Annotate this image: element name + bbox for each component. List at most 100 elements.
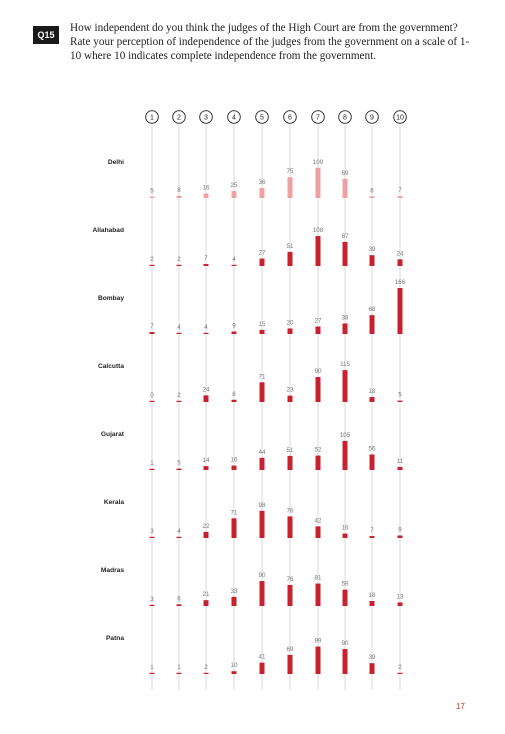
- data-bar: [176, 332, 182, 334]
- data-label: 4: [204, 324, 208, 331]
- data-bar: [369, 397, 375, 402]
- series-label: Kerala: [104, 499, 124, 506]
- data-label: 1: [150, 460, 154, 467]
- data-label: 8: [177, 187, 181, 194]
- data-label: 76: [287, 576, 294, 583]
- data-label: 1: [150, 664, 154, 671]
- data-bar: [203, 395, 209, 402]
- data-label: 6: [370, 187, 374, 194]
- data-label: 3: [150, 528, 154, 535]
- data-label: 25: [231, 182, 238, 189]
- scale-label: 5: [260, 115, 264, 122]
- data-bar: [149, 400, 155, 402]
- data-bar: [149, 264, 155, 266]
- data-bar: [203, 672, 209, 674]
- scale-circle: [227, 110, 241, 124]
- data-bar: [287, 455, 293, 470]
- data-bar: [231, 671, 237, 674]
- data-bar: [342, 178, 348, 198]
- scale-circle: [393, 110, 407, 124]
- data-label: 18: [369, 388, 376, 395]
- data-bar: [315, 167, 321, 198]
- data-label: 2: [204, 664, 208, 671]
- scale-label: 3: [204, 115, 208, 122]
- data-label: 52: [315, 447, 322, 454]
- data-bar: [287, 328, 293, 334]
- scale-circle: [199, 110, 213, 124]
- data-label: 7: [398, 187, 402, 194]
- data-label: 36: [259, 179, 266, 186]
- data-label: 6: [177, 595, 181, 602]
- data-bar: [287, 516, 293, 538]
- data-bar: [397, 672, 403, 674]
- data-bar: [287, 251, 293, 266]
- scale-circle: [338, 110, 352, 124]
- series-label: Calcutta: [98, 363, 124, 370]
- data-label: 8: [232, 391, 236, 398]
- series-label: Delhi: [108, 159, 124, 166]
- data-label: 16: [231, 457, 238, 464]
- data-bar: [176, 604, 182, 606]
- data-label: 9: [398, 527, 402, 534]
- data-label: 69: [287, 646, 294, 653]
- data-bar: [369, 255, 375, 266]
- data-bar: [397, 400, 403, 402]
- data-bar: [397, 288, 403, 334]
- data-label: 98: [259, 502, 266, 509]
- data-bar: [315, 646, 321, 674]
- data-bar: [369, 536, 375, 538]
- data-bar: [203, 531, 209, 538]
- data-label: 56: [369, 445, 376, 452]
- scale-label: 1: [150, 115, 154, 122]
- data-bar: [315, 526, 321, 538]
- data-bar: [149, 672, 155, 674]
- data-bar: [369, 196, 375, 198]
- data-label: 4: [177, 324, 181, 331]
- data-bar: [369, 454, 375, 470]
- data-bar: [315, 377, 321, 402]
- data-label: 90: [259, 572, 266, 579]
- data-bar: [287, 177, 293, 198]
- data-bar: [231, 518, 237, 538]
- scale-label: 8: [343, 115, 347, 122]
- data-bar: [259, 258, 265, 266]
- scale-circle: [365, 110, 379, 124]
- data-bar: [397, 535, 403, 538]
- data-bar: [369, 315, 375, 334]
- data-label: 20: [287, 319, 294, 326]
- data-bar: [287, 654, 293, 674]
- data-label: 41: [259, 654, 266, 661]
- data-label: 44: [259, 449, 266, 456]
- data-label: 51: [287, 243, 294, 250]
- data-label: 9: [232, 323, 236, 330]
- data-bar: [231, 465, 237, 470]
- data-label: 4: [232, 256, 236, 263]
- series-label: Gujarat: [101, 431, 125, 438]
- data-label: 18: [369, 592, 376, 599]
- data-bar: [259, 581, 265, 606]
- data-label: 7: [150, 323, 154, 330]
- data-label: 5: [398, 392, 402, 399]
- data-bar: [342, 370, 348, 402]
- data-label: 2: [150, 256, 154, 263]
- data-bar: [342, 589, 348, 606]
- data-bar: [287, 584, 293, 606]
- data-label: 14: [203, 457, 210, 464]
- data-bar: [315, 236, 321, 266]
- data-bar: [397, 259, 403, 266]
- data-bar: [397, 196, 403, 198]
- data-bar: [315, 326, 321, 334]
- data-label: 39: [369, 246, 376, 253]
- data-bar: [149, 468, 155, 470]
- data-label: 33: [231, 588, 238, 595]
- data-bar: [231, 264, 237, 266]
- data-bar: [149, 196, 155, 198]
- data-label: 24: [397, 250, 404, 257]
- data-label: 108: [313, 227, 324, 234]
- data-bar: [259, 382, 265, 402]
- scale-circle: [145, 110, 159, 124]
- data-label: 1: [177, 664, 181, 671]
- data-bar: [315, 583, 321, 606]
- data-bar: [259, 662, 265, 674]
